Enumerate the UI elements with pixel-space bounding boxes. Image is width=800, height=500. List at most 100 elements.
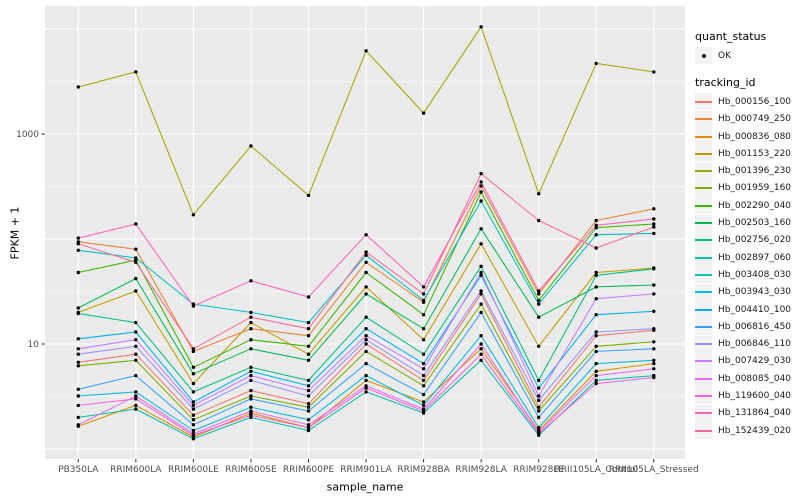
data-point	[537, 432, 541, 436]
legend-item-Hb_003943_030: Hb_003943_030	[695, 283, 799, 301]
legend-key-ok	[695, 47, 712, 65]
legend-item-Hb_152439_020: Hb_152439_020	[695, 422, 799, 440]
legend-key	[695, 266, 712, 284]
legend-label: Hb_000749_250	[718, 114, 792, 125]
data-point	[249, 320, 253, 325]
data-point	[364, 49, 368, 53]
data-point	[249, 315, 253, 319]
data-point	[76, 415, 81, 420]
data-point	[134, 256, 138, 260]
legend-tracking-items: Hb_000156_100 Hb_000749_250 Hb_000836_080 H…	[695, 93, 799, 440]
legend-key	[695, 404, 712, 422]
legend-key	[695, 231, 712, 249]
data-point	[537, 409, 541, 413]
data-point	[652, 70, 656, 74]
data-point	[191, 347, 196, 351]
data-point	[364, 233, 368, 237]
data-point	[134, 260, 138, 264]
data-point	[249, 369, 253, 373]
data-point	[134, 320, 138, 325]
legend-item-Hb_007429_030: Hb_007429_030	[695, 352, 799, 370]
data-point	[364, 390, 368, 394]
data-point	[191, 437, 196, 441]
legend-line-swatch	[695, 152, 712, 155]
data-point	[306, 409, 311, 413]
legend-item-Hb_001153_220: Hb_001153_220	[695, 145, 799, 163]
legend-line-swatch	[695, 256, 712, 259]
data-point	[537, 405, 541, 409]
data-point	[594, 381, 598, 386]
data-point	[76, 270, 81, 275]
data-point	[594, 218, 598, 223]
data-point	[134, 276, 138, 281]
legend-label: Hb_001396_230	[718, 166, 792, 177]
legend-item-Hb_002290_040: Hb_002290_040	[695, 197, 799, 215]
data-point	[537, 398, 541, 403]
data-point	[537, 292, 541, 296]
data-point	[76, 360, 81, 364]
data-point	[594, 330, 598, 334]
data-point	[191, 423, 196, 427]
data-point	[421, 367, 426, 371]
data-point	[537, 415, 541, 420]
x-tick-label: RRIM928LE	[513, 465, 564, 475]
data-point	[421, 373, 426, 378]
legend-key	[695, 179, 712, 197]
data-point	[594, 361, 598, 366]
data-point	[134, 403, 138, 408]
legend-item-ok: OK	[695, 47, 799, 65]
data-point	[134, 338, 138, 342]
x-tick-label: RRIM928LA	[455, 465, 507, 475]
legend-label: Hb_002503_160	[718, 218, 792, 229]
data-point	[191, 407, 196, 411]
data-point	[306, 358, 311, 362]
data-point	[652, 231, 656, 236]
legend-item-Hb_002503_160: Hb_002503_160	[695, 214, 799, 232]
legend-item-Hb_004410_100: Hb_004410_100	[695, 301, 799, 318]
data-point	[364, 250, 368, 254]
data-point	[249, 405, 253, 409]
legend-item-Hb_006816_450: Hb_006816_450	[695, 318, 799, 336]
data-point	[421, 285, 426, 289]
data-point	[134, 397, 138, 401]
legend-label: Hb_006816_450	[718, 321, 792, 332]
data-point	[306, 423, 311, 427]
data-point	[306, 334, 311, 338]
data-point	[594, 273, 598, 278]
data-point	[364, 292, 368, 296]
data-point	[249, 413, 253, 417]
data-point	[76, 311, 81, 316]
y-tick-label: 10	[28, 340, 40, 350]
legend-label-ok: OK	[718, 50, 731, 61]
data-point	[364, 361, 368, 366]
data-point	[421, 338, 426, 342]
point-marker-icon	[701, 53, 706, 58]
data-point	[479, 190, 483, 194]
legend-key	[695, 145, 712, 163]
data-point	[364, 285, 368, 289]
data-point	[191, 213, 196, 217]
legend-label: Hb_000836_080	[718, 131, 792, 142]
data-point	[594, 334, 598, 338]
data-point	[249, 397, 253, 401]
data-point	[652, 347, 656, 351]
data-point	[134, 373, 138, 378]
legend-line-swatch	[695, 204, 712, 207]
legend-line-swatch	[695, 170, 712, 173]
data-point	[537, 218, 541, 223]
legend-item-Hb_003408_030: Hb_003408_030	[695, 266, 799, 284]
data-point	[479, 242, 483, 246]
legend-label: Hb_007429_030	[718, 356, 792, 367]
data-point	[306, 378, 311, 383]
data-point	[306, 418, 311, 422]
data-point	[421, 111, 426, 115]
data-point	[537, 378, 541, 383]
legend-line-swatch	[695, 100, 712, 103]
legend-key	[695, 387, 712, 405]
x-tick-label: RRIM600PE	[283, 465, 335, 475]
data-point	[364, 373, 368, 378]
data-point	[479, 292, 483, 296]
legend-line-swatch	[695, 273, 712, 276]
legend-title-quant-status: quant_status	[695, 30, 767, 43]
data-point	[652, 367, 656, 371]
